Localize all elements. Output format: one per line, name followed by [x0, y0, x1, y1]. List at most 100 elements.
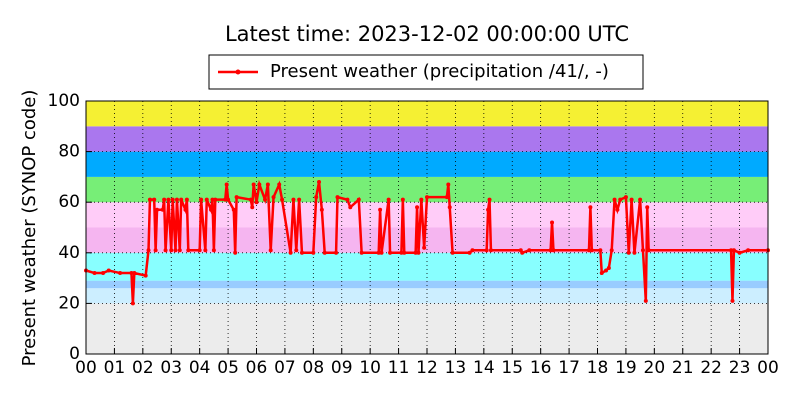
point: [248, 197, 253, 202]
legend-label: Present weather (precipitation /41/, -): [270, 61, 609, 82]
point: [731, 248, 736, 253]
point: [386, 197, 391, 202]
point: [400, 197, 405, 202]
point: [184, 197, 189, 202]
point: [345, 197, 350, 202]
y-tick-label: 0: [69, 344, 80, 364]
point: [413, 250, 418, 255]
point: [314, 195, 319, 200]
x-tick-label: 14: [473, 358, 495, 378]
point: [598, 248, 603, 253]
point: [548, 248, 553, 253]
point: [234, 195, 239, 200]
point: [160, 207, 165, 212]
point: [155, 207, 160, 212]
point: [251, 182, 256, 187]
x-tick-label: 19: [615, 358, 637, 378]
point: [211, 248, 216, 253]
point: [356, 197, 361, 202]
band: [86, 126, 768, 152]
x-tick-label: 20: [644, 358, 666, 378]
point: [643, 298, 648, 303]
point: [223, 197, 228, 202]
point: [425, 195, 429, 200]
point: [297, 197, 302, 202]
point: [415, 205, 420, 210]
point: [153, 248, 158, 253]
point: [254, 200, 259, 205]
point: [294, 248, 299, 253]
point: [118, 271, 123, 276]
point: [132, 271, 137, 276]
point: [271, 195, 276, 200]
y-tick-label: 40: [58, 243, 80, 263]
x-tick-label: 00: [75, 358, 97, 378]
band: [86, 280, 768, 289]
point: [646, 248, 651, 253]
point: [204, 197, 209, 202]
point: [640, 248, 645, 253]
point: [488, 248, 493, 253]
y-tick-label: 20: [58, 293, 80, 313]
point: [730, 298, 735, 303]
chart-title: Latest time: 2023-12-02 00:00:00 UTC: [225, 22, 629, 46]
point: [197, 248, 202, 253]
x-tick-label: 09: [331, 358, 353, 378]
point: [179, 197, 184, 202]
point: [224, 182, 229, 187]
point: [629, 197, 634, 202]
point: [147, 197, 152, 202]
x-tick-label: 01: [104, 358, 126, 378]
point: [257, 182, 262, 187]
point: [231, 207, 236, 212]
x-tick-label: 06: [246, 358, 268, 378]
point: [299, 250, 304, 255]
point: [586, 248, 591, 253]
x-tick-label: 15: [501, 358, 523, 378]
x-tick-label: 22: [700, 358, 722, 378]
point: [388, 250, 393, 255]
point: [263, 197, 268, 202]
point: [484, 248, 489, 253]
x-tick-label: 16: [530, 358, 552, 378]
x-tick-label: 07: [274, 358, 296, 378]
point: [209, 207, 214, 212]
point: [101, 271, 106, 276]
point: [618, 197, 623, 202]
point: [169, 248, 174, 253]
x-tick-label: 05: [217, 358, 239, 378]
point: [486, 207, 491, 212]
point: [335, 195, 340, 200]
point: [173, 248, 178, 253]
point: [399, 250, 404, 255]
point: [520, 250, 525, 255]
point: [550, 220, 555, 225]
point: [419, 197, 424, 202]
point: [319, 207, 324, 212]
x-tick-label: 10: [359, 358, 381, 378]
x-tick-label: 02: [132, 358, 154, 378]
point: [416, 250, 421, 255]
point: [288, 250, 293, 255]
point: [130, 301, 135, 306]
point: [645, 205, 650, 210]
x-tick-label: 11: [388, 358, 410, 378]
point: [210, 197, 215, 202]
point: [233, 250, 238, 255]
point: [626, 250, 631, 255]
x-tick-label: 17: [558, 358, 580, 378]
point: [226, 197, 231, 202]
point: [729, 248, 734, 253]
point: [213, 197, 218, 202]
point: [348, 205, 353, 210]
point: [174, 197, 179, 202]
point: [143, 273, 148, 278]
x-tick-label: 13: [445, 358, 467, 378]
point: [280, 197, 285, 202]
point: [402, 250, 407, 255]
series-line: [85, 179, 768, 304]
point: [378, 207, 383, 212]
point: [612, 197, 617, 202]
x-tick-label: 18: [587, 358, 609, 378]
point: [737, 250, 742, 255]
